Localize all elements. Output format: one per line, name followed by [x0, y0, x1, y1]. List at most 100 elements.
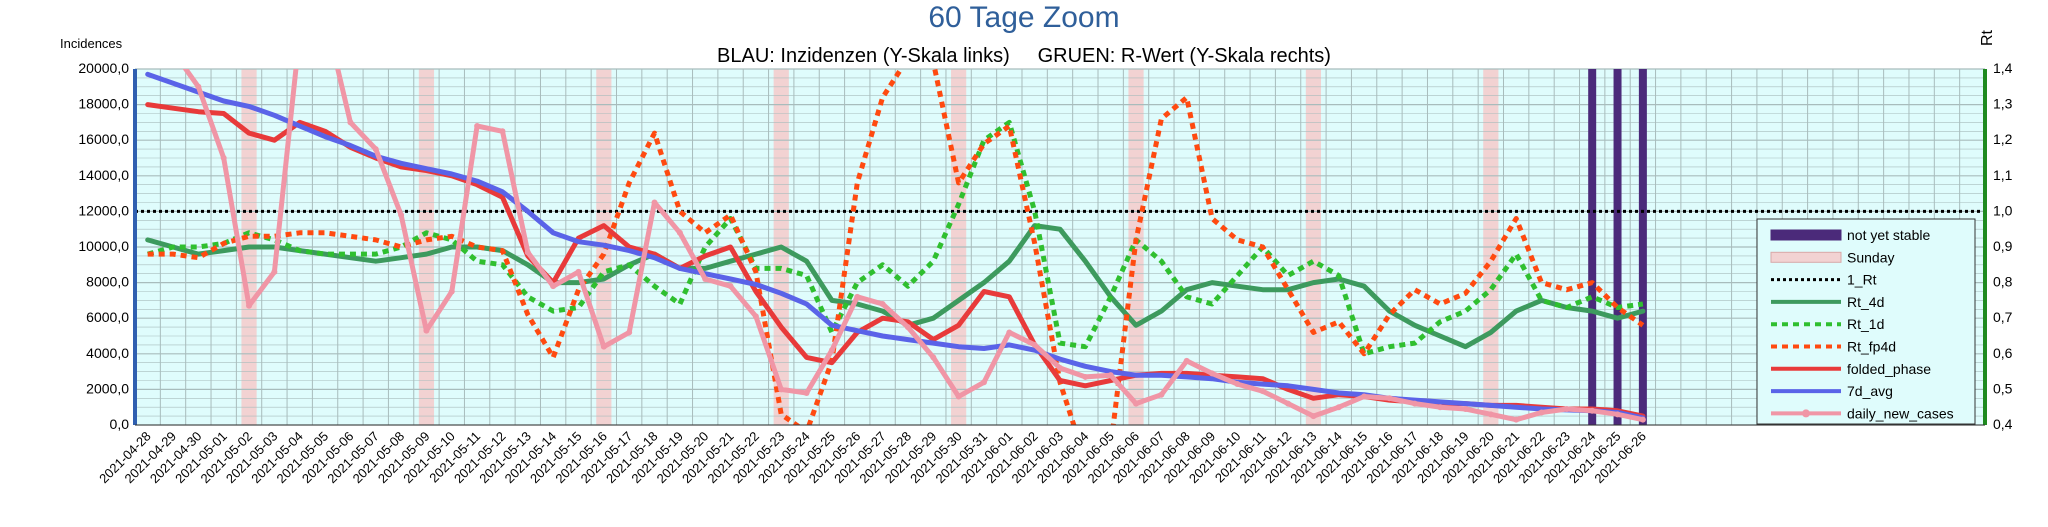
data-point [778, 386, 785, 393]
data-point [1462, 405, 1469, 412]
data-point [1589, 407, 1596, 414]
legend-marker [1802, 409, 1810, 418]
data-point [1487, 411, 1494, 418]
right-tick-label: 0,7 [1993, 309, 2013, 325]
data-point [1386, 395, 1393, 402]
data-point [448, 288, 455, 295]
data-point [1259, 388, 1266, 395]
plot-area: 0,0 2000,0 4000,0 6000,0 8000,0 10000,0 12000,… [78, 13, 2013, 486]
data-point [474, 122, 481, 129]
data-point [1639, 416, 1646, 423]
legend-label: 1_Rt [1847, 272, 1877, 288]
data-point [499, 128, 506, 135]
data-point [145, 39, 151, 45]
legend-label: folded_phase [1847, 361, 1931, 377]
left-tick-label: 4000,0 [86, 345, 129, 361]
legend-label: daily_new_cases [1847, 405, 1954, 421]
data-point [1133, 400, 1140, 407]
data-point [854, 293, 861, 300]
data-point [1031, 341, 1038, 348]
left-tick-label: 12000,0 [78, 202, 129, 218]
right-tick-label: 0,8 [1993, 274, 2013, 290]
data-point [1310, 413, 1317, 420]
right-tick-label: 0,4 [1993, 416, 2013, 432]
data-point [347, 119, 354, 126]
data-point [322, 13, 328, 19]
data-point [1437, 404, 1444, 411]
left-axis-label: Incidences [60, 36, 123, 51]
data-point [828, 347, 835, 354]
legend-label: not yet stable [1847, 227, 1930, 243]
series-group [145, 13, 1646, 425]
legend-label: Rt_1d [1847, 316, 1884, 332]
data-point [1411, 400, 1418, 407]
data-point [1158, 391, 1165, 398]
data-point [1057, 365, 1063, 372]
legend-swatch [1770, 251, 1842, 263]
legend: not yet stable Sunday 1_Rt Rt_4d Rt_1d Rt_fp4… [1756, 218, 1976, 425]
data-point [1563, 405, 1570, 412]
data-point [930, 354, 937, 361]
data-point [651, 199, 658, 206]
right-axis-label: Rt [1979, 29, 1996, 46]
legend-label: Rt_4d [1847, 294, 1884, 310]
legend-label: 7d_avg [1847, 383, 1893, 399]
right-tick-label: 0,6 [1993, 345, 2013, 361]
data-point [1513, 416, 1520, 423]
data-point [626, 329, 633, 336]
data-point [600, 343, 607, 350]
legend-label: Sunday [1847, 249, 1894, 265]
data-point [195, 83, 202, 90]
data-point [702, 276, 709, 283]
left-tick-label: 0,0 [110, 416, 130, 432]
data-point [1006, 329, 1013, 336]
left-tick-label: 14000,0 [78, 167, 129, 183]
data-point [220, 155, 227, 161]
data-point [575, 268, 582, 275]
right-tick-label: 1,0 [1993, 202, 2013, 218]
right-tick-label: 0,5 [1993, 380, 2013, 396]
data-point [879, 300, 886, 307]
data-point [803, 389, 810, 396]
data-point [297, 30, 303, 36]
right-tick-label: 1,4 [1993, 60, 2013, 76]
chart-title: 60 Tage Zoom [928, 1, 1119, 34]
data-point [1082, 373, 1089, 380]
data-point [1209, 370, 1216, 377]
data-point [550, 283, 557, 290]
left-tick-label: 16000,0 [78, 131, 129, 147]
data-point [1361, 393, 1368, 400]
data-point [752, 313, 759, 320]
data-point [980, 379, 987, 386]
data-point [1183, 357, 1190, 364]
series-line-daily-new-cases [182, 69, 1646, 423]
series-line-rt-fp4d [147, 69, 1645, 425]
data-point [955, 393, 962, 400]
data-point [246, 302, 253, 309]
right-tick-label: 0,9 [1993, 238, 2013, 254]
legend-label: Rt_fp4d [1847, 339, 1896, 355]
data-point [524, 249, 531, 256]
right-tick-label: 1,2 [1993, 131, 2013, 147]
data-point [1107, 372, 1114, 379]
not-yet-stable-bar [1613, 69, 1622, 425]
left-tick-label: 10000,0 [78, 238, 129, 254]
left-tick-label: 8000,0 [86, 274, 129, 290]
data-point [372, 146, 379, 153]
legend-swatch [1770, 229, 1842, 241]
left-tick-label: 2000,0 [86, 380, 129, 396]
not-yet-stable-bar [1588, 69, 1597, 425]
data-point [727, 283, 734, 290]
data-point [1234, 381, 1241, 388]
left-tick-label: 6000,0 [86, 309, 129, 325]
data-point [1285, 400, 1292, 407]
data-point [904, 324, 911, 331]
left-tick-label: 20000,0 [78, 60, 129, 76]
data-point [271, 268, 278, 275]
data-point [398, 211, 405, 218]
left-tick-label: 18000,0 [78, 96, 129, 112]
chart-subtitle: BLAU: Inzidenzen (Y-Skala links) GRUEN: … [717, 45, 1331, 67]
data-point [170, 48, 176, 54]
data-point [423, 327, 430, 334]
